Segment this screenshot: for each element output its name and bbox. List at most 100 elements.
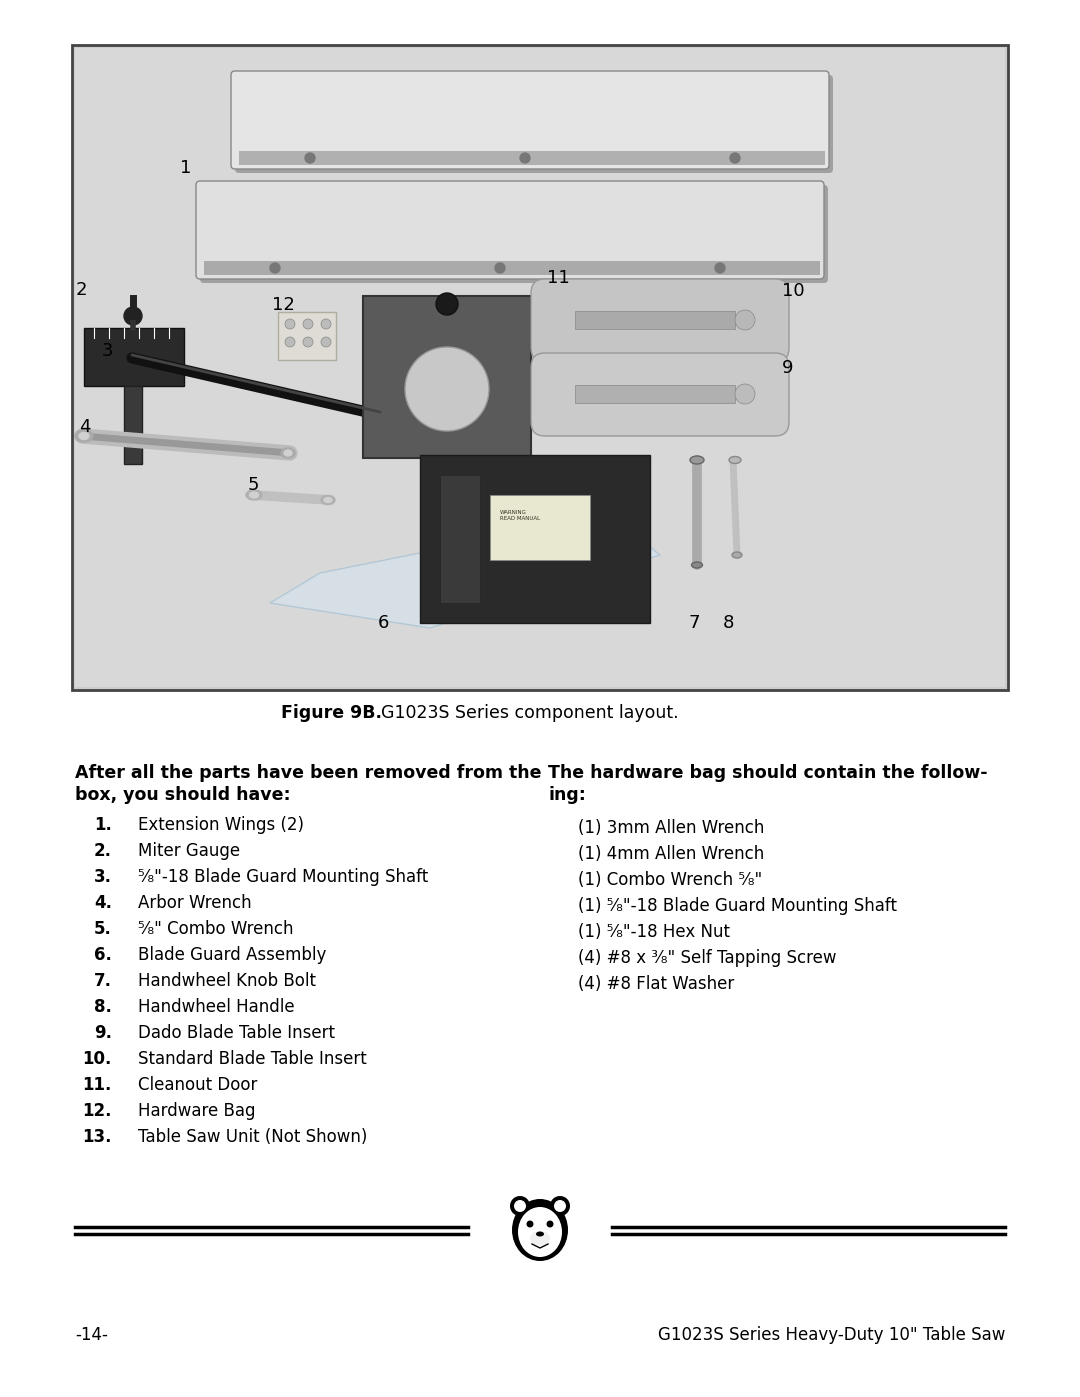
FancyBboxPatch shape — [231, 71, 829, 169]
Text: 6: 6 — [378, 615, 390, 631]
Circle shape — [303, 337, 313, 346]
Text: ⁵⁄₈" Combo Wrench: ⁵⁄₈" Combo Wrench — [138, 921, 294, 937]
Text: WARNING
READ MANUAL: WARNING READ MANUAL — [500, 510, 540, 521]
Text: (1) ⁵⁄₈"-18 Blade Guard Mounting Shaft: (1) ⁵⁄₈"-18 Blade Guard Mounting Shaft — [578, 897, 897, 915]
Circle shape — [546, 1221, 554, 1228]
Text: After all the parts have been removed from the: After all the parts have been removed fr… — [75, 764, 541, 782]
Ellipse shape — [321, 496, 335, 504]
Ellipse shape — [284, 450, 292, 455]
Ellipse shape — [690, 455, 704, 464]
Text: Blade Guard Assembly: Blade Guard Assembly — [138, 946, 326, 964]
Ellipse shape — [246, 490, 262, 500]
Bar — [490, 495, 590, 560]
Text: 5.: 5. — [94, 921, 112, 937]
Text: Handwheel Knob Bolt: Handwheel Knob Bolt — [138, 972, 316, 990]
Bar — [75, 47, 1005, 687]
Bar — [84, 328, 184, 386]
Bar — [204, 261, 820, 275]
Text: 12.: 12. — [82, 1102, 112, 1120]
FancyBboxPatch shape — [200, 184, 828, 284]
Circle shape — [321, 319, 330, 330]
Text: ⁵⁄₈"-18 Blade Guard Mounting Shaft: ⁵⁄₈"-18 Blade Guard Mounting Shaft — [138, 868, 429, 886]
Text: Cleanout Door: Cleanout Door — [138, 1076, 257, 1094]
Text: Hardware Bag: Hardware Bag — [138, 1102, 256, 1120]
Bar — [278, 312, 336, 360]
Circle shape — [405, 346, 489, 432]
Ellipse shape — [536, 1232, 544, 1236]
Text: (1) ⁵⁄₈"-18 Hex Nut: (1) ⁵⁄₈"-18 Hex Nut — [578, 923, 730, 942]
FancyBboxPatch shape — [531, 353, 789, 436]
Text: 4.: 4. — [94, 894, 112, 912]
Text: Extension Wings (2): Extension Wings (2) — [138, 816, 303, 834]
Text: 9: 9 — [782, 359, 794, 377]
Circle shape — [285, 337, 295, 346]
Circle shape — [550, 1196, 570, 1215]
Ellipse shape — [281, 448, 295, 458]
Circle shape — [495, 263, 505, 272]
Text: 1: 1 — [180, 159, 191, 177]
Polygon shape — [270, 515, 660, 629]
Ellipse shape — [324, 497, 332, 503]
Bar — [75, 47, 1005, 687]
Text: Miter Gauge: Miter Gauge — [138, 842, 240, 861]
Ellipse shape — [691, 562, 702, 569]
Circle shape — [715, 263, 725, 272]
FancyBboxPatch shape — [195, 182, 824, 279]
FancyBboxPatch shape — [235, 75, 833, 173]
Ellipse shape — [512, 1199, 568, 1261]
Bar — [239, 151, 825, 165]
Text: (4) #8 x ³⁄₈" Self Tapping Screw: (4) #8 x ³⁄₈" Self Tapping Screw — [578, 949, 837, 967]
Text: The hardware bag should contain the follow-: The hardware bag should contain the foll… — [548, 764, 987, 782]
Circle shape — [270, 263, 280, 272]
Text: (1) 3mm Allen Wrench: (1) 3mm Allen Wrench — [578, 819, 765, 837]
Circle shape — [735, 384, 755, 404]
Text: 5: 5 — [248, 476, 259, 495]
Circle shape — [527, 1221, 534, 1228]
Ellipse shape — [732, 552, 742, 557]
Text: 8.: 8. — [94, 997, 112, 1016]
Text: (4) #8 Flat Washer: (4) #8 Flat Washer — [578, 975, 734, 993]
Circle shape — [436, 293, 458, 314]
Bar — [363, 296, 531, 458]
Text: G1023S Series component layout.: G1023S Series component layout. — [370, 704, 678, 722]
Text: 11.: 11. — [83, 1076, 112, 1094]
Text: 10.: 10. — [83, 1051, 112, 1067]
Ellipse shape — [530, 1231, 550, 1245]
Circle shape — [303, 319, 313, 330]
Text: Figure 9B.: Figure 9B. — [281, 704, 382, 722]
Circle shape — [730, 154, 740, 163]
Bar — [124, 386, 141, 464]
Text: G1023S Series Heavy-Duty 10" Table Saw: G1023S Series Heavy-Duty 10" Table Saw — [658, 1326, 1005, 1344]
Text: (1) Combo Wrench ⁵⁄₈": (1) Combo Wrench ⁵⁄₈" — [578, 870, 762, 888]
Bar — [72, 45, 1008, 690]
FancyBboxPatch shape — [531, 279, 789, 362]
Text: Dado Blade Table Insert: Dado Blade Table Insert — [138, 1024, 335, 1042]
Bar — [440, 475, 480, 604]
Text: -14-: -14- — [75, 1326, 108, 1344]
Text: 3.: 3. — [94, 868, 112, 886]
Bar — [575, 312, 735, 330]
Ellipse shape — [249, 492, 258, 497]
Circle shape — [519, 154, 530, 163]
Circle shape — [124, 307, 141, 326]
Text: Table Saw Unit (Not Shown): Table Saw Unit (Not Shown) — [138, 1127, 367, 1146]
Text: 10: 10 — [782, 282, 805, 300]
Text: box, you should have:: box, you should have: — [75, 787, 291, 805]
Text: 2.: 2. — [94, 842, 112, 861]
Text: (1) 4mm Allen Wrench: (1) 4mm Allen Wrench — [578, 845, 765, 863]
Bar — [420, 455, 650, 623]
Text: 1.: 1. — [94, 816, 112, 834]
Circle shape — [285, 319, 295, 330]
Text: 9.: 9. — [94, 1024, 112, 1042]
Text: 7.: 7. — [94, 972, 112, 990]
Circle shape — [321, 337, 330, 346]
Text: Standard Blade Table Insert: Standard Blade Table Insert — [138, 1051, 367, 1067]
Text: Handwheel Handle: Handwheel Handle — [138, 997, 295, 1016]
Ellipse shape — [75, 430, 93, 441]
Circle shape — [735, 310, 755, 330]
Text: 12: 12 — [272, 296, 295, 314]
Ellipse shape — [518, 1207, 562, 1257]
Circle shape — [510, 1196, 530, 1215]
Text: 7: 7 — [688, 615, 700, 631]
Text: ing:: ing: — [548, 787, 585, 805]
